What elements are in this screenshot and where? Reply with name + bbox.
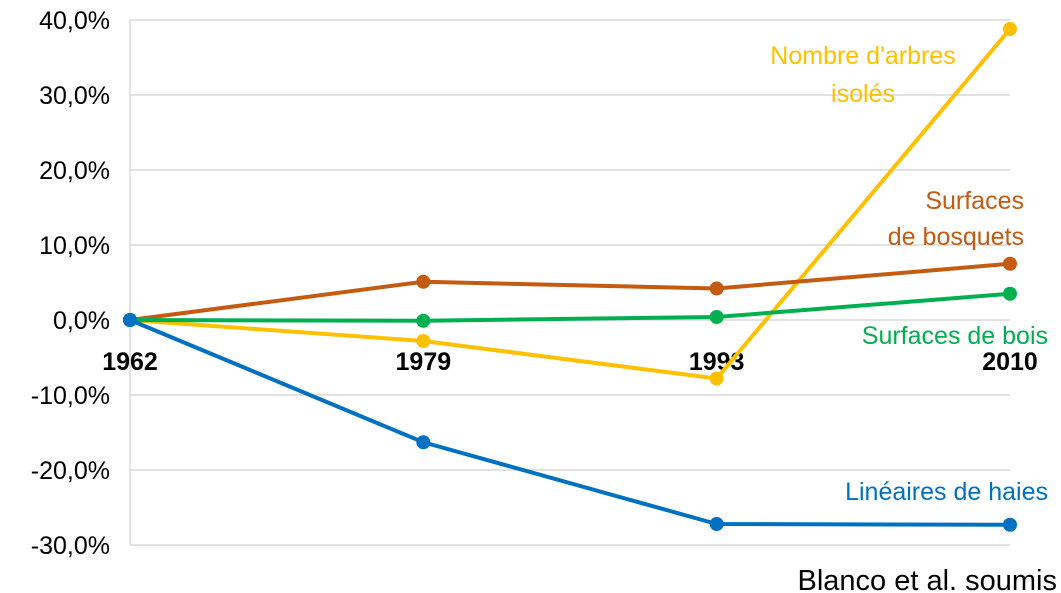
y-tick-label: 30,0% [39,82,110,110]
data-point [416,334,431,348]
series-label-line: Nombre d'arbres [770,42,955,70]
series-line [128,27,1012,381]
series-line [128,291,1012,323]
data-point [1003,22,1017,36]
series-label-line: de bosquets [888,223,1024,251]
series-3 [123,313,1017,532]
series-group [123,22,1017,532]
series-label: Surfaces de bosquets [888,187,1024,251]
data-point [1003,517,1017,532]
series-label-line: Linéaires de haies [845,478,1048,506]
series-label-line: Surfaces [925,187,1024,215]
x-tick-label: 1993 [689,348,745,376]
source-note: Blanco et al. soumis [797,565,1057,593]
series-line [128,261,1012,322]
series-labels: Nombre d'arbres isolés Surfaces de bosquets… [770,42,1048,506]
y-tick-label: 20,0% [39,157,110,185]
data-point [1003,286,1017,301]
y-tick-label: 0,0% [53,307,110,335]
data-point [709,371,724,386]
data-point [709,281,724,296]
data-point [416,274,431,289]
data-point [416,435,431,450]
series-label-line: isolés [831,80,895,108]
series-label: Nombre d'arbres isolés [770,42,955,108]
data-point [123,313,137,327]
y-tick-label: -30,0% [31,532,110,560]
series-line [128,318,1012,527]
y-tick-label: 10,0% [39,232,110,260]
data-point [709,310,724,324]
x-tick-label: 2010 [982,348,1038,376]
x-tick-label: 1979 [396,348,452,376]
y-tick-label: 40,0% [39,7,110,35]
series-1 [123,256,1017,327]
axes: -30,0% -20,0% -10,0% 0,0% 10,0% 20,0% 30,0% 40,… [31,7,1038,560]
y-tick-label: -20,0% [31,457,110,485]
x-tick-label: 1962 [102,348,158,376]
y-tick-label: -10,0% [31,382,110,410]
series-label: Linéaires de haies [845,478,1048,506]
data-point [709,517,724,531]
series-label: Surfaces de bois [862,322,1048,350]
data-point [416,313,431,328]
data-point [1003,256,1017,271]
series-label-line: Surfaces de bois [862,322,1048,350]
